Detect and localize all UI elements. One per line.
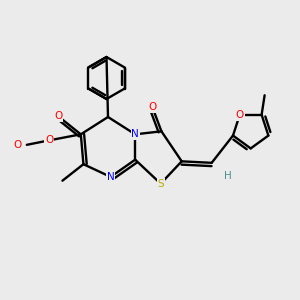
Text: H: H [224,171,232,181]
Text: O: O [14,140,22,150]
Text: N: N [131,129,139,139]
Text: N: N [107,172,115,182]
Text: S: S [158,179,164,189]
Text: O: O [236,110,244,120]
Text: O: O [54,111,62,121]
Text: O: O [148,102,157,112]
Text: O: O [45,135,53,145]
